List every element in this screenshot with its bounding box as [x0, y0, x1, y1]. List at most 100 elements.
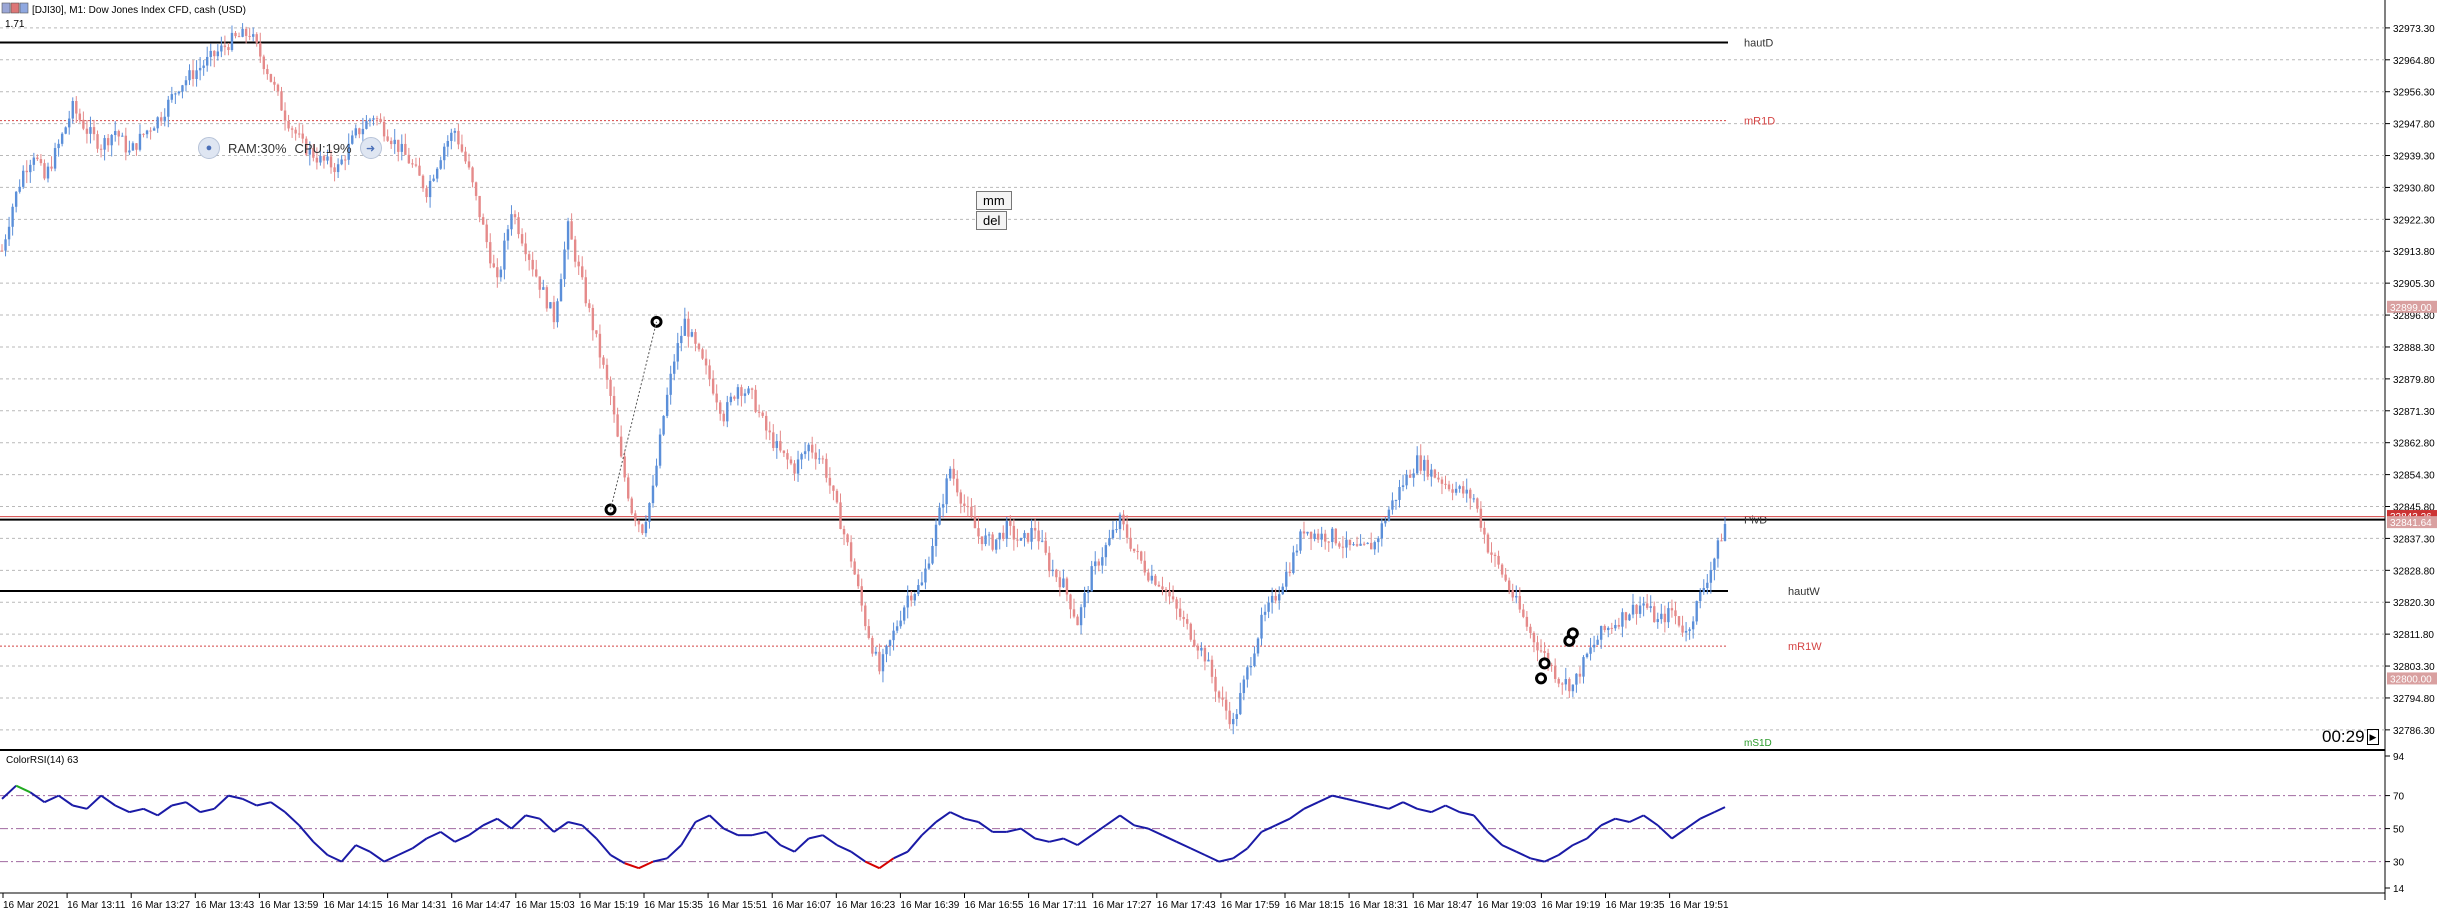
- del-button[interactable]: del: [976, 211, 1008, 230]
- candle-body: [708, 365, 711, 379]
- candle-body: [1497, 555, 1500, 565]
- rsi-segment: [624, 862, 640, 870]
- candle-body: [138, 133, 142, 150]
- rsi-segment: [595, 837, 612, 856]
- candle-body: [99, 148, 103, 150]
- candle-body: [1525, 616, 1529, 627]
- rsi-segment: [1374, 804, 1390, 810]
- candle-body: [1086, 591, 1090, 594]
- candle-body: [1292, 552, 1295, 573]
- price-tick-label: 32862.80: [2393, 439, 2435, 450]
- rsi-segment: [553, 821, 569, 833]
- candle-body: [687, 318, 690, 337]
- candle-body: [1214, 676, 1217, 692]
- bar-countdown: 00:29: [2322, 727, 2365, 746]
- candle-body: [305, 138, 308, 155]
- candle-body: [1642, 603, 1645, 606]
- candle-body: [319, 156, 322, 163]
- candle-body: [1585, 653, 1589, 658]
- rsi-segment: [666, 844, 682, 860]
- candle-body: [581, 266, 584, 278]
- candle-body: [1132, 548, 1136, 552]
- microphone-icon[interactable]: ●: [198, 137, 220, 159]
- price-tick-label: 32905.30: [2393, 279, 2435, 290]
- candle-body: [71, 101, 74, 119]
- candle-body: [825, 458, 828, 478]
- candle-body: [1532, 632, 1536, 643]
- candle-body: [453, 130, 457, 133]
- candle-body: [1511, 590, 1514, 598]
- candle-body: [1232, 718, 1235, 725]
- rsi-segment: [411, 837, 428, 850]
- candle-body: [1341, 546, 1345, 548]
- candle-body: [1709, 570, 1713, 583]
- candle-body: [1476, 498, 1479, 509]
- candle-body: [202, 65, 205, 68]
- chart-shift-icon[interactable]: ▶: [2367, 729, 2379, 745]
- candle-body: [1384, 520, 1387, 524]
- candle-body: [121, 135, 124, 137]
- mm-button[interactable]: mm: [976, 191, 1012, 210]
- candle-body: [114, 131, 117, 136]
- time-tick-label: 16 Mar 17:11: [1029, 900, 1088, 911]
- candle-body: [1345, 539, 1348, 548]
- candle-body: [432, 178, 435, 181]
- rsi-segment: [1558, 844, 1574, 856]
- candle-body: [227, 47, 230, 51]
- candle-body: [690, 332, 694, 337]
- candle-body: [994, 539, 998, 550]
- rsi-segment: [1091, 824, 1107, 837]
- candle-body: [1465, 489, 1468, 494]
- candle-body: [181, 85, 184, 92]
- time-tick-label: 16 Mar 15:03: [516, 900, 575, 911]
- candle-body: [354, 128, 357, 136]
- candle-body: [421, 175, 425, 189]
- rsi-segment: [1430, 804, 1446, 814]
- price-tick-label: 32947.80: [2393, 120, 2435, 131]
- candle-body: [662, 415, 665, 435]
- candle-body: [1048, 552, 1051, 572]
- level-lines: hautD mR1D PivD hautW mR1W mS1D: [0, 38, 2385, 749]
- price-tick-label: 32811.80: [2393, 630, 2434, 641]
- candle-body: [1451, 489, 1454, 493]
- rsi-segment: [213, 794, 230, 810]
- candle-body: [506, 229, 510, 241]
- candle-body: [1256, 638, 1260, 654]
- candle-body: [860, 586, 863, 606]
- time-tick-label: 16 Mar 15:35: [644, 900, 703, 911]
- candle-body: [393, 139, 396, 145]
- candle-body: [814, 452, 817, 460]
- time-tick-label: 16 Mar 15:51: [708, 900, 767, 911]
- candle-body: [220, 45, 223, 52]
- candle-body: [810, 444, 814, 453]
- candle-body: [1281, 586, 1284, 595]
- candle-body: [1019, 538, 1023, 541]
- candle-body: [588, 303, 591, 308]
- arrow-right-icon[interactable]: ➜: [359, 137, 382, 159]
- candle-body: [89, 127, 92, 134]
- candle-body: [389, 140, 393, 145]
- candle-body: [223, 45, 227, 48]
- time-tick-label: 16 Mar 18:47: [1413, 900, 1472, 911]
- candle-body: [206, 56, 209, 66]
- indicator-value-top: 1.71: [5, 19, 25, 30]
- candle-body: [1461, 486, 1465, 494]
- candle-body: [22, 170, 25, 187]
- candle-body: [1044, 540, 1047, 553]
- candle-body: [1589, 647, 1592, 654]
- candle-body: [496, 267, 499, 278]
- candle-body: [1178, 608, 1182, 617]
- price-tick-label: 32922.30: [2393, 215, 2435, 226]
- candle-body: [535, 269, 538, 277]
- candle-body: [1408, 474, 1412, 478]
- candle-body: [1352, 544, 1355, 546]
- candle-body: [1553, 665, 1557, 679]
- candle-body: [1621, 612, 1624, 627]
- candle-body: [308, 148, 312, 155]
- candle-body: [510, 214, 513, 230]
- candle-body: [1628, 614, 1631, 621]
- rsi-segment: [496, 817, 513, 830]
- level-label-hautW: hautW: [1788, 586, 1820, 598]
